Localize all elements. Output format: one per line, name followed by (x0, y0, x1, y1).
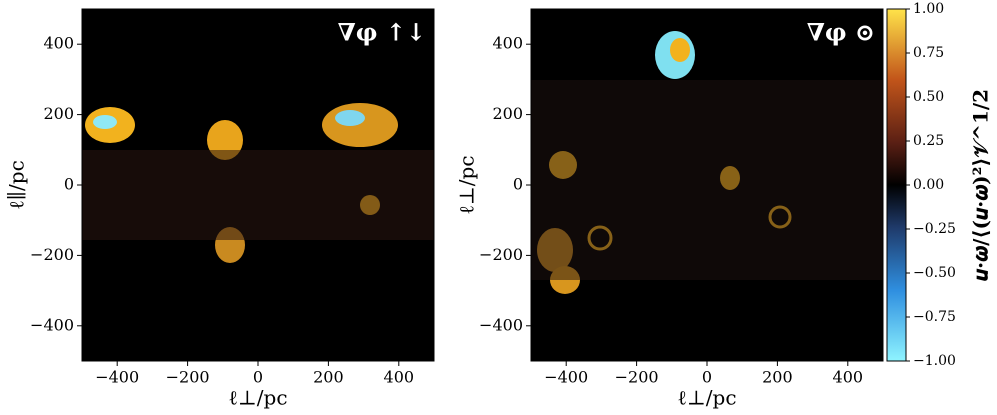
annotation: ∇φ ↑↓ (338, 18, 426, 47)
panel (531, 9, 883, 361)
y-tick-label: −200 (479, 245, 523, 264)
panel (82, 9, 434, 361)
x-tick-label: 0 (253, 368, 263, 387)
x-tick-label: −200 (615, 368, 659, 387)
x-tick-label: 200 (313, 368, 344, 387)
x-tick-label: 400 (384, 368, 415, 387)
y-tick-label: −400 (30, 315, 74, 334)
y-tick-label: 400 (492, 34, 523, 53)
colorbar-tick-label: −1.00 (913, 353, 956, 369)
colorbar-tick-label: −0.50 (913, 265, 956, 281)
y-tick-label: 200 (492, 104, 523, 123)
colorbar-tick-label: 0.50 (913, 89, 944, 105)
colorbar-tick-label: 0.75 (913, 45, 944, 61)
x-tick-label: −400 (544, 368, 588, 387)
y-tick-label: 400 (43, 34, 74, 53)
x-tick-label: 200 (762, 368, 793, 387)
colorbar-tick-label: −0.25 (913, 221, 956, 237)
annotation: ∇φ ⊙ (807, 18, 875, 47)
y-tick-label: 200 (43, 104, 74, 123)
y-axis-label: ℓ∥/pc (5, 160, 29, 210)
colorbar (886, 8, 907, 362)
colorbar-label: 𝒖·𝝎/⟨(𝒖·𝝎)²⟩𝒱^1/2 (969, 89, 993, 281)
colorbar-tick-label: 1.00 (913, 1, 944, 17)
x-axis-label: ℓ⊥/pc (677, 386, 736, 410)
y-axis-label: ℓ⊥/pc (455, 155, 479, 214)
feature-blobs (82, 103, 434, 263)
colorbar-tick-label: −0.75 (913, 309, 956, 325)
y-tick-label: −400 (479, 315, 523, 334)
y-tick-label: 0 (64, 175, 74, 194)
x-tick-label: 400 (833, 368, 864, 387)
y-tick-label: 0 (513, 175, 523, 194)
y-tick-label: −200 (30, 245, 74, 264)
colorbar-tick-label: 0.00 (913, 177, 944, 193)
colorbar-tick-label: 0.25 (913, 133, 944, 149)
x-tick-label: −400 (95, 368, 139, 387)
x-tick-label: 0 (702, 368, 712, 387)
feature-blobs (531, 31, 883, 294)
x-axis-label: ℓ⊥/pc (228, 386, 287, 410)
x-tick-label: −200 (166, 368, 210, 387)
